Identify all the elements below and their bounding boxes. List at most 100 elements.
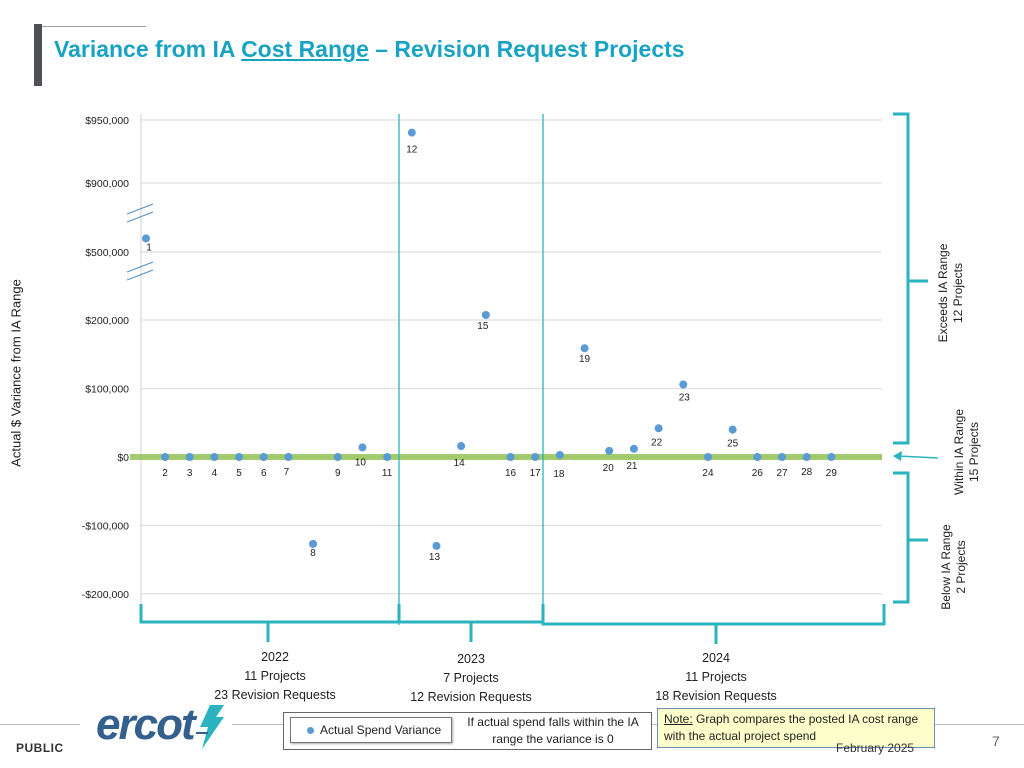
data-label: 4 bbox=[212, 468, 218, 479]
axis-break-mark bbox=[126, 203, 154, 215]
title-rule bbox=[42, 26, 146, 27]
data-label: 6 bbox=[261, 468, 267, 479]
page-number: 7 bbox=[992, 733, 1000, 749]
data-point bbox=[827, 453, 836, 461]
data-label: 1 bbox=[146, 242, 152, 253]
footer-date: February 2025 bbox=[836, 741, 915, 755]
y-tick-label: $950,000 bbox=[85, 115, 129, 127]
data-label: 8 bbox=[310, 548, 316, 559]
data-label: 26 bbox=[752, 468, 764, 479]
axis-break-mark bbox=[126, 211, 154, 223]
data-point bbox=[309, 539, 318, 548]
y-tick-label: $200,000 bbox=[85, 315, 129, 327]
data-point bbox=[235, 453, 244, 461]
data-label: 20 bbox=[603, 463, 615, 474]
note-text: Graph compares the posted IA cost range … bbox=[664, 712, 919, 743]
range-bracket bbox=[893, 112, 910, 445]
title-suffix: – Revision Request Projects bbox=[368, 36, 685, 62]
data-point bbox=[802, 453, 811, 461]
note-lead: Note: bbox=[664, 712, 693, 726]
data-label: 12 bbox=[406, 145, 418, 156]
range-label-within: Within IA Range 15 Projects bbox=[952, 408, 981, 496]
data-label: 16 bbox=[505, 468, 517, 479]
data-label: 15 bbox=[477, 321, 489, 332]
year-block-2023: 2023 7 Projects 12 Revision Requests bbox=[410, 652, 532, 704]
data-label: 9 bbox=[335, 468, 341, 479]
data-point bbox=[383, 453, 392, 461]
data-point bbox=[284, 453, 293, 461]
data-point bbox=[161, 453, 169, 461]
data-point bbox=[259, 453, 268, 461]
y-tick-label: $100,000 bbox=[85, 384, 129, 396]
legend: Actual Spend Variance If actual spend fa… bbox=[283, 712, 652, 750]
legend-label: Actual Spend Variance bbox=[320, 723, 442, 737]
data-label: 28 bbox=[801, 467, 813, 478]
data-point bbox=[185, 453, 194, 461]
data-point bbox=[703, 453, 712, 461]
data-label: 13 bbox=[429, 552, 441, 563]
data-label: 25 bbox=[727, 439, 739, 450]
legend-dot-icon bbox=[307, 727, 314, 735]
range-bracket bbox=[893, 471, 910, 604]
data-point bbox=[506, 453, 515, 461]
data-point bbox=[333, 453, 342, 461]
year-bracket bbox=[541, 604, 886, 626]
within-range-arrowhead bbox=[893, 451, 902, 461]
page-title: Variance from IA Cost Range – Revision R… bbox=[54, 36, 685, 63]
data-point bbox=[142, 234, 150, 243]
y-tick-label: $900,000 bbox=[85, 178, 129, 190]
data-point bbox=[778, 453, 786, 461]
data-label: 2 bbox=[162, 468, 168, 479]
y-tick-label: -$200,000 bbox=[82, 589, 129, 601]
range-label-exceeds: Exceeds IA Range 12 Projects bbox=[936, 243, 965, 343]
data-label: 3 bbox=[187, 468, 193, 479]
data-label: 7 bbox=[284, 467, 290, 478]
public-label: PUBLIC bbox=[16, 741, 64, 755]
footer-rule-left bbox=[0, 724, 80, 725]
data-label: 19 bbox=[579, 354, 591, 365]
legend-entry: Actual Spend Variance bbox=[290, 717, 452, 743]
note-box: Note: Graph compares the posted IA cost … bbox=[657, 708, 935, 748]
data-point bbox=[679, 380, 688, 389]
year-block-2022: 2022 11 Projects 23 Revision Requests bbox=[214, 650, 336, 702]
data-label: 11 bbox=[382, 468, 393, 479]
data-label: 5 bbox=[236, 468, 242, 479]
year-block-2024: 2024 11 Projects 18 Revision Requests bbox=[655, 651, 777, 703]
data-label: 21 bbox=[626, 461, 638, 472]
data-point bbox=[210, 453, 219, 461]
data-point bbox=[481, 311, 490, 320]
data-point bbox=[728, 425, 737, 434]
year-bracket bbox=[397, 604, 545, 624]
data-point bbox=[580, 344, 589, 353]
data-point bbox=[358, 443, 367, 452]
data-point bbox=[407, 128, 416, 137]
title-accent-bar bbox=[34, 24, 42, 86]
ercot-bolt-icon bbox=[196, 705, 224, 749]
data-point bbox=[432, 541, 441, 550]
data-point bbox=[753, 453, 762, 461]
data-label: 24 bbox=[702, 468, 714, 479]
legend-note: If actual spend falls within the IA rang… bbox=[467, 715, 639, 746]
data-point bbox=[605, 446, 614, 455]
data-point bbox=[654, 424, 663, 433]
y-tick-label: -$100,000 bbox=[82, 520, 129, 532]
within-range-arrow bbox=[897, 455, 939, 459]
data-label: 14 bbox=[454, 458, 466, 469]
range-label-below: Below IA Range 2 Projects bbox=[939, 524, 968, 610]
data-label: 18 bbox=[553, 469, 565, 480]
data-label: 17 bbox=[530, 468, 542, 479]
data-point bbox=[531, 453, 540, 461]
data-label: 27 bbox=[776, 468, 788, 479]
y-tick-label: $0 bbox=[117, 452, 129, 464]
title-underlined: Cost Range bbox=[241, 36, 369, 62]
data-point bbox=[629, 444, 638, 453]
axis-break-mark bbox=[126, 261, 154, 273]
data-point bbox=[555, 450, 564, 459]
data-point bbox=[457, 442, 466, 451]
within-range-band bbox=[130, 454, 882, 460]
y-tick-label: $500,000 bbox=[85, 247, 129, 259]
data-label: 10 bbox=[355, 457, 367, 468]
data-label: 22 bbox=[651, 437, 663, 448]
ercot-logo: ercot bbox=[96, 700, 196, 749]
